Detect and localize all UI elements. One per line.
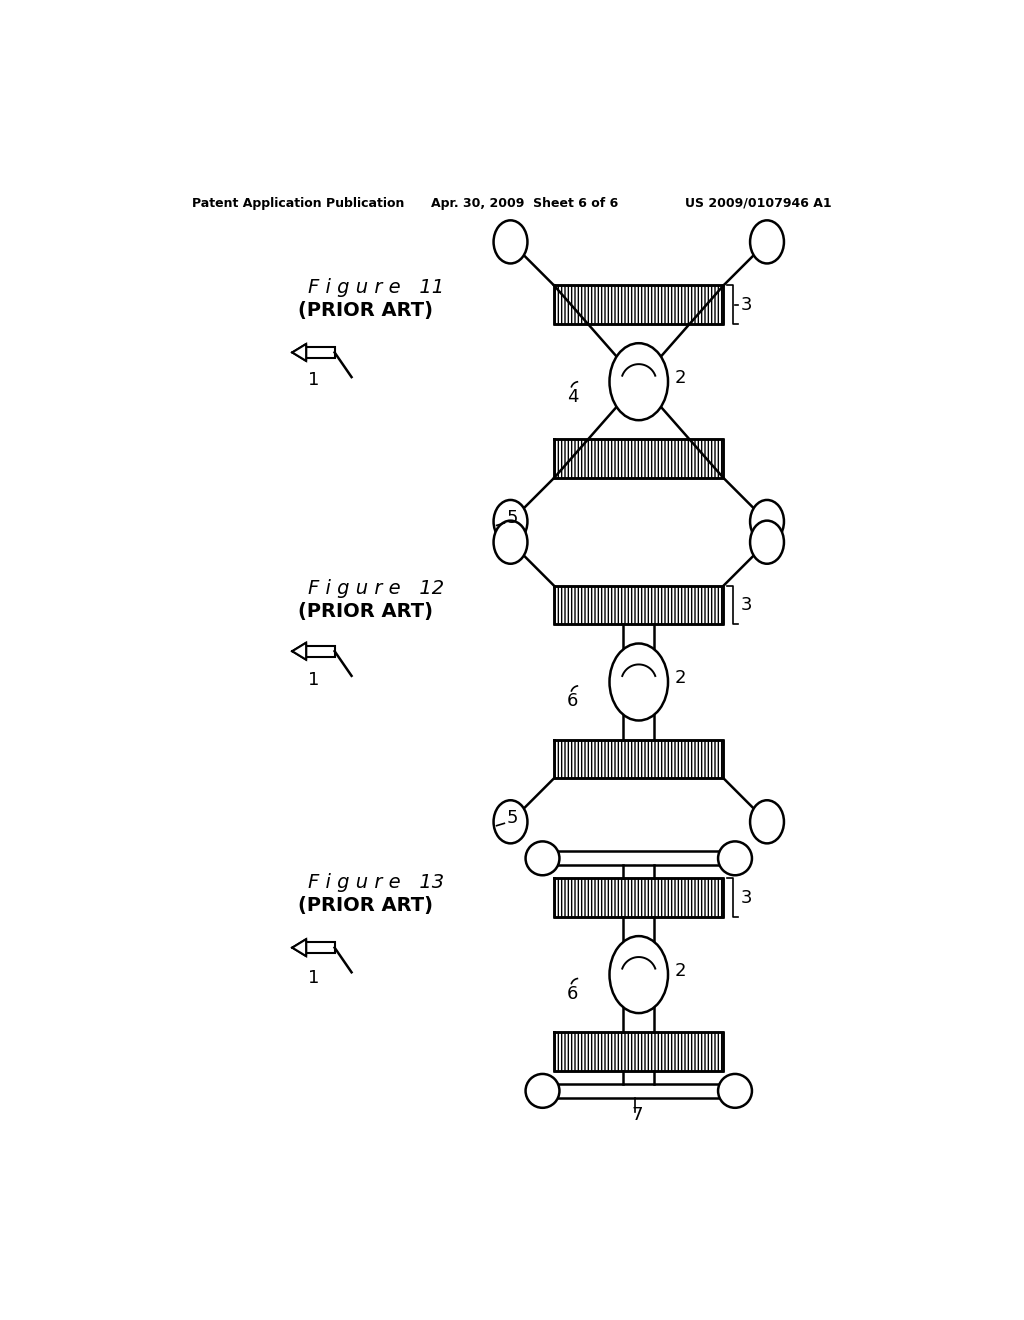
Bar: [554, 586, 724, 624]
Ellipse shape: [718, 1074, 752, 1107]
Ellipse shape: [718, 841, 752, 875]
Text: F i g u r e   11: F i g u r e 11: [307, 279, 443, 297]
Text: 2: 2: [674, 962, 686, 979]
Text: 7: 7: [631, 1106, 643, 1123]
Polygon shape: [292, 643, 306, 660]
Bar: [554, 739, 724, 779]
Ellipse shape: [525, 841, 559, 875]
Bar: [554, 440, 724, 478]
Text: US 2009/0107946 A1: US 2009/0107946 A1: [685, 197, 831, 210]
Ellipse shape: [494, 500, 527, 543]
Text: F i g u r e   12: F i g u r e 12: [307, 578, 443, 598]
Text: (PRIOR ART): (PRIOR ART): [298, 896, 433, 915]
Ellipse shape: [609, 936, 668, 1014]
Text: 3: 3: [741, 597, 753, 614]
Text: 1: 1: [307, 672, 319, 689]
Ellipse shape: [750, 800, 784, 843]
Text: Apr. 30, 2009  Sheet 6 of 6: Apr. 30, 2009 Sheet 6 of 6: [431, 197, 618, 210]
Text: F i g u r e   13: F i g u r e 13: [307, 873, 443, 892]
Ellipse shape: [494, 800, 527, 843]
Text: 5: 5: [507, 809, 518, 826]
Bar: [554, 878, 724, 917]
Bar: [306, 347, 335, 358]
Ellipse shape: [750, 220, 784, 264]
Text: 2: 2: [674, 669, 686, 688]
Ellipse shape: [525, 1074, 559, 1107]
Text: 4: 4: [567, 388, 579, 407]
Text: 3: 3: [741, 888, 753, 907]
Text: 1: 1: [307, 969, 319, 987]
Text: 1: 1: [307, 371, 319, 389]
Ellipse shape: [609, 343, 668, 420]
Bar: [554, 1032, 724, 1071]
Polygon shape: [292, 940, 306, 956]
Ellipse shape: [494, 220, 527, 264]
Text: (PRIOR ART): (PRIOR ART): [298, 301, 433, 321]
Text: 6: 6: [567, 985, 579, 1003]
Text: 5: 5: [507, 508, 518, 527]
Bar: [306, 942, 335, 953]
Text: 3: 3: [741, 296, 753, 314]
Text: 2: 2: [674, 368, 686, 387]
Bar: [306, 645, 335, 656]
Text: Patent Application Publication: Patent Application Publication: [193, 197, 404, 210]
Ellipse shape: [750, 520, 784, 564]
Ellipse shape: [609, 644, 668, 721]
Bar: [554, 285, 724, 323]
Text: (PRIOR ART): (PRIOR ART): [298, 602, 433, 620]
Polygon shape: [292, 345, 306, 360]
Text: 6: 6: [567, 692, 579, 710]
Ellipse shape: [494, 520, 527, 564]
Ellipse shape: [750, 500, 784, 543]
